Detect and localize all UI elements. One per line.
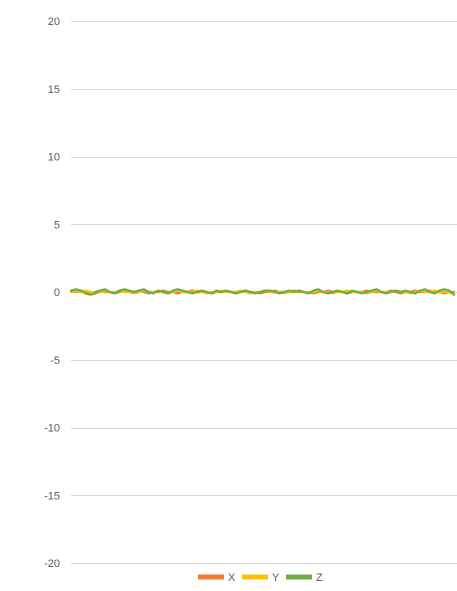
y-tick-label: -10	[44, 423, 60, 435]
y-tick-label: 5	[54, 219, 60, 231]
y-tick-label: 15	[48, 84, 60, 96]
legend-label-x: X	[228, 572, 236, 584]
legend-label-y: Y	[272, 572, 280, 584]
y-tick-label: 20	[48, 16, 60, 28]
y-tick-label: 0	[54, 287, 60, 299]
y-tick-label: -5	[50, 355, 60, 367]
legend: X Y Z	[198, 572, 323, 584]
y-axis-tick-labels: 20 15 10 5 0 -5 -10 -15 -20	[44, 16, 60, 570]
legend-label-z: Z	[316, 572, 323, 584]
y-tick-label: 10	[48, 152, 60, 164]
y-tick-label: -15	[44, 490, 60, 502]
series-line-z	[69, 288, 456, 296]
series-lines	[69, 288, 456, 296]
y-tick-label: -20	[44, 558, 60, 570]
